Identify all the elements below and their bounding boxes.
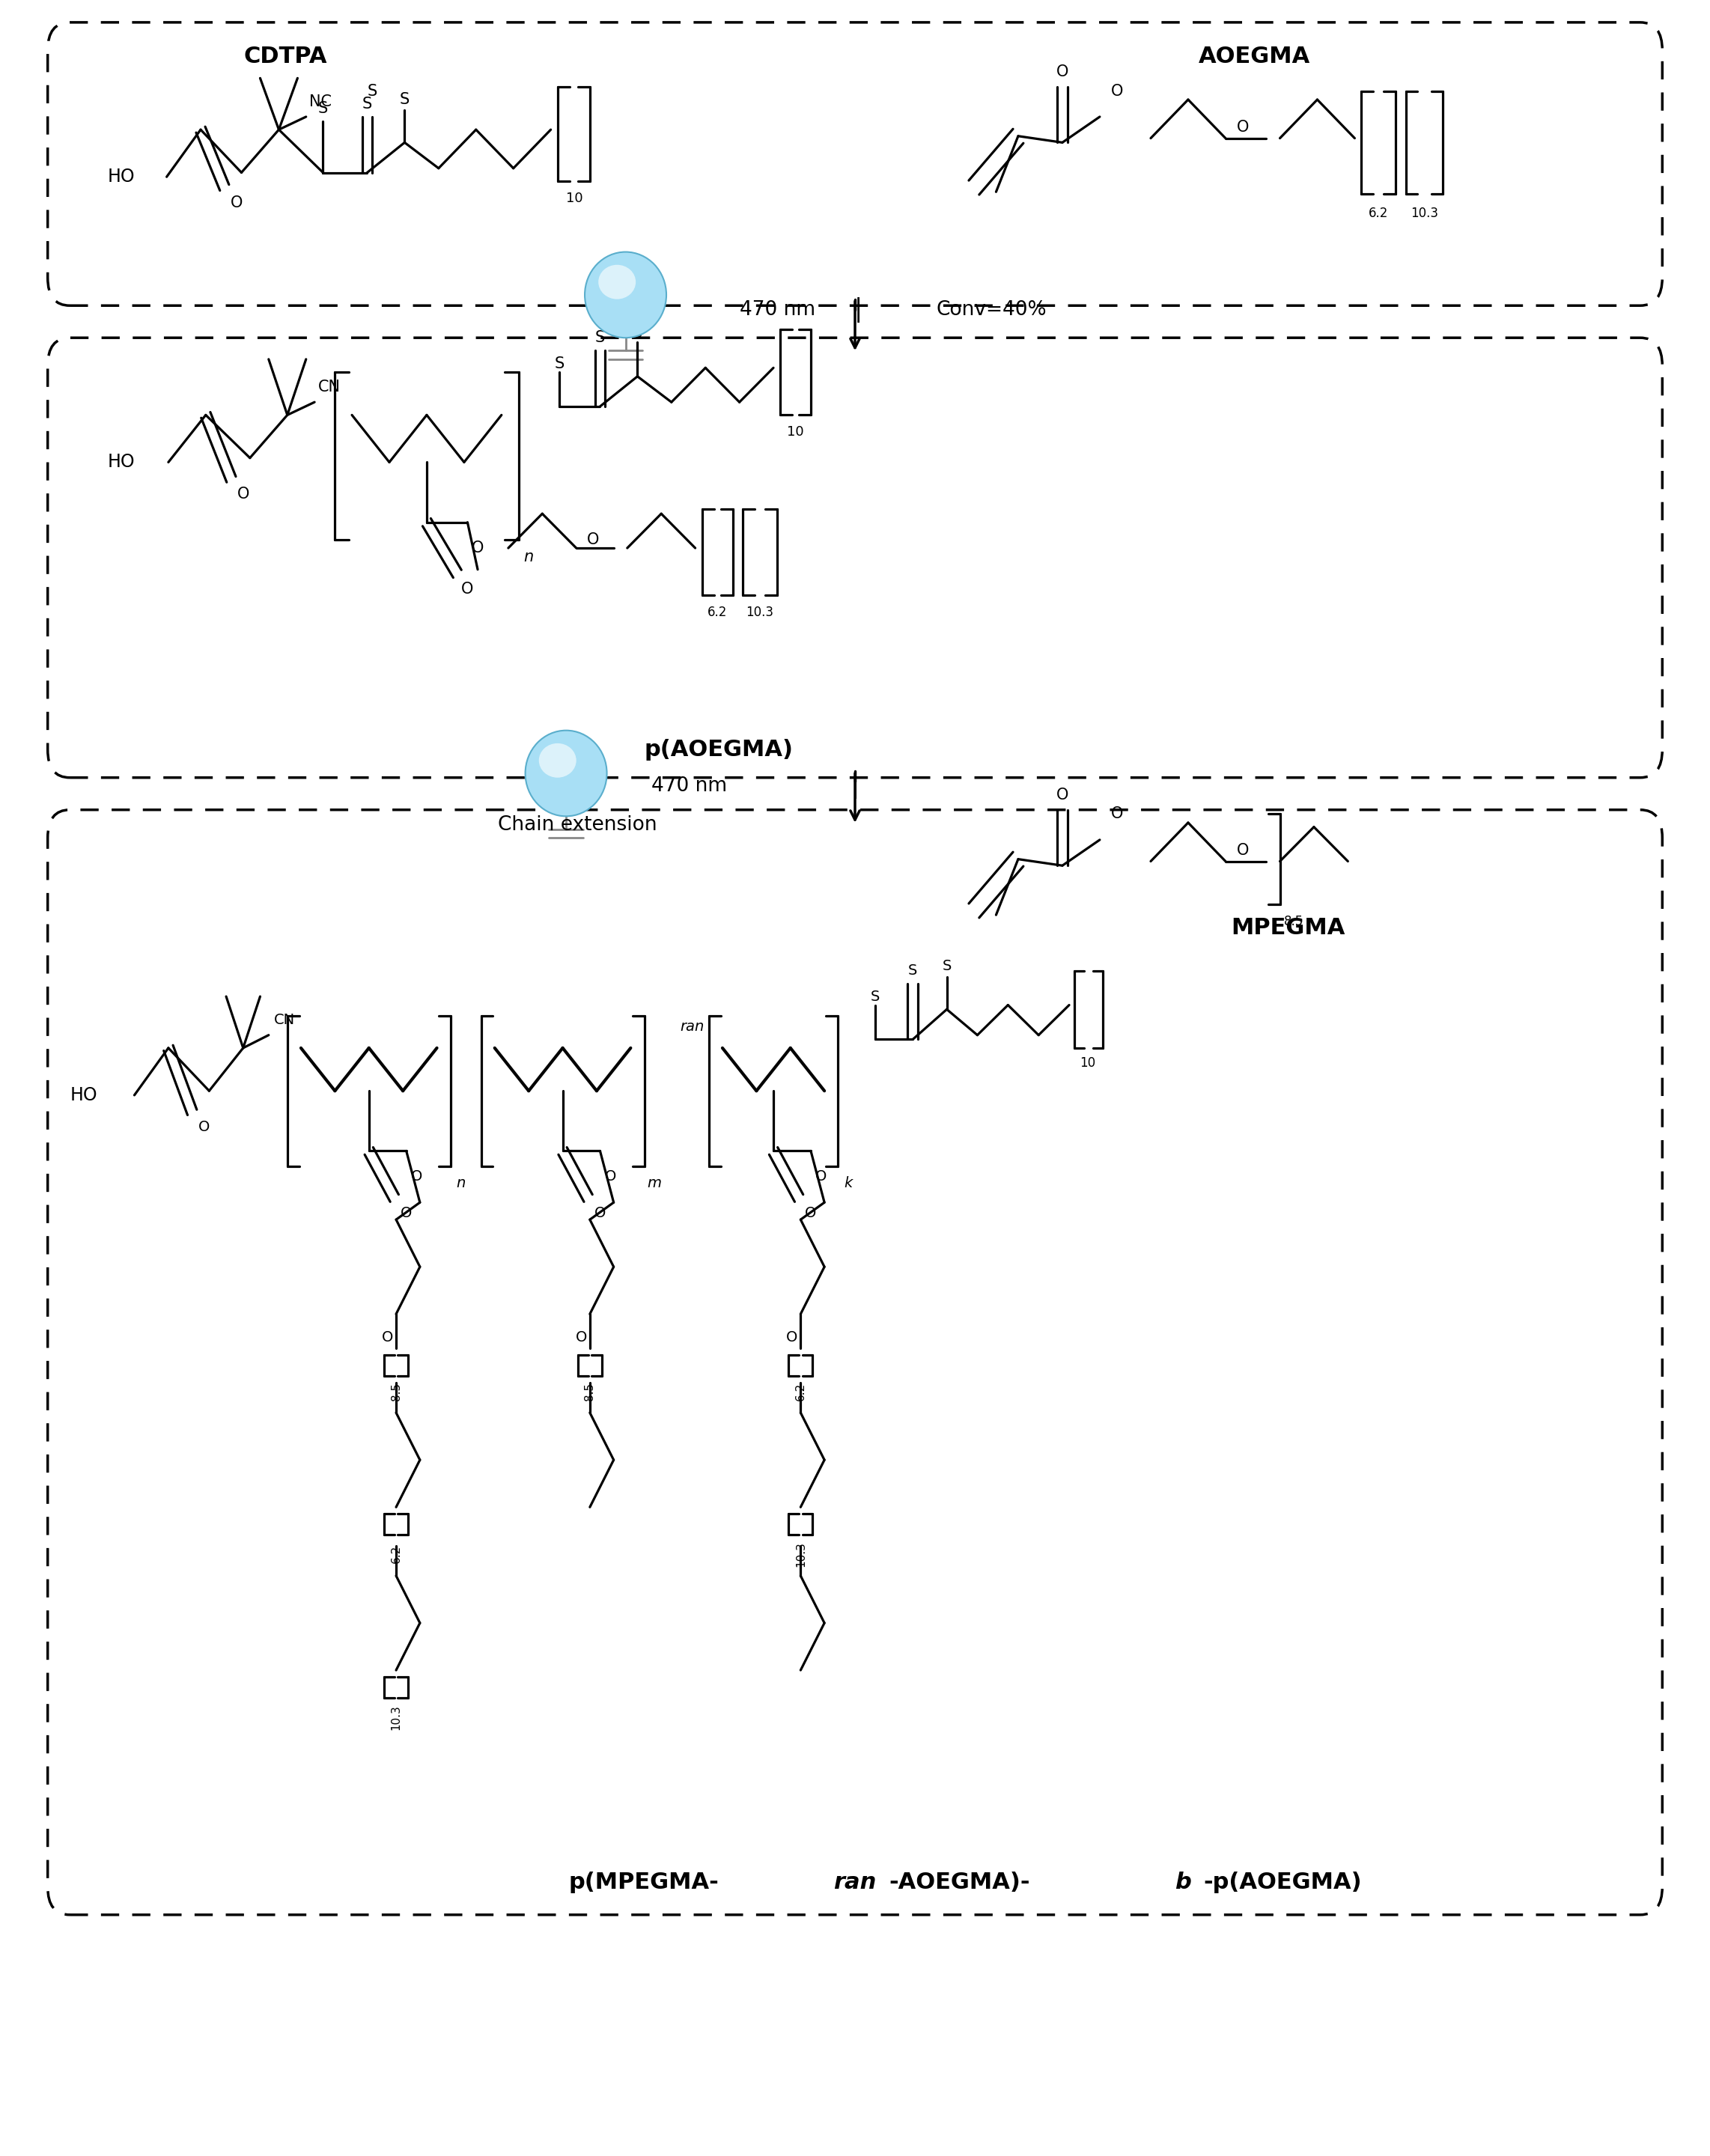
Text: b: b bbox=[1175, 1871, 1190, 1893]
Text: ran: ran bbox=[679, 1020, 705, 1033]
Text: n: n bbox=[523, 550, 534, 565]
Text: O: O bbox=[238, 487, 250, 502]
Text: Conv=40%: Conv=40% bbox=[937, 300, 1047, 319]
Text: S: S bbox=[368, 84, 378, 99]
Text: O: O bbox=[1057, 65, 1069, 80]
Text: O: O bbox=[462, 582, 474, 597]
Text: 470 nm: 470 nm bbox=[739, 300, 816, 319]
Text: O: O bbox=[787, 1330, 799, 1345]
Ellipse shape bbox=[598, 265, 636, 300]
Text: -AOEGMA)-: -AOEGMA)- bbox=[889, 1871, 1029, 1893]
Text: O: O bbox=[381, 1330, 393, 1345]
Text: O: O bbox=[587, 533, 600, 548]
Text: |: | bbox=[855, 298, 862, 323]
Text: HO: HO bbox=[108, 453, 135, 472]
Text: S: S bbox=[363, 97, 373, 112]
Text: O: O bbox=[1236, 121, 1248, 136]
Text: 470 nm: 470 nm bbox=[652, 776, 727, 796]
Text: 10.3: 10.3 bbox=[390, 1705, 402, 1729]
Text: 6.2: 6.2 bbox=[390, 1546, 402, 1563]
Text: O: O bbox=[576, 1330, 587, 1345]
Text: O: O bbox=[595, 1205, 605, 1220]
Ellipse shape bbox=[585, 252, 667, 338]
Text: 6.2: 6.2 bbox=[1368, 207, 1389, 220]
Text: O: O bbox=[805, 1205, 817, 1220]
Text: 6.2: 6.2 bbox=[708, 606, 727, 619]
Text: HO: HO bbox=[70, 1087, 97, 1104]
Text: -p(AOEGMA): -p(AOEGMA) bbox=[1204, 1871, 1361, 1893]
Text: O: O bbox=[472, 541, 484, 556]
Text: p(MPEGMA-: p(MPEGMA- bbox=[569, 1871, 718, 1893]
Ellipse shape bbox=[539, 744, 576, 778]
Text: S: S bbox=[633, 326, 643, 341]
Text: O: O bbox=[1110, 84, 1123, 99]
Text: 10.3: 10.3 bbox=[795, 1542, 805, 1567]
Ellipse shape bbox=[525, 731, 607, 817]
Text: S: S bbox=[318, 101, 328, 116]
Text: Chain extension: Chain extension bbox=[498, 815, 657, 834]
Text: CN: CN bbox=[318, 379, 340, 395]
Text: HO: HO bbox=[108, 168, 135, 185]
Text: S: S bbox=[908, 964, 918, 979]
Text: S: S bbox=[942, 959, 951, 975]
Text: MPEGMA: MPEGMA bbox=[1231, 916, 1346, 938]
Text: 8.5: 8.5 bbox=[585, 1382, 595, 1399]
Text: 10.3: 10.3 bbox=[746, 606, 773, 619]
Text: p(AOEGMA): p(AOEGMA) bbox=[645, 740, 793, 761]
Text: O: O bbox=[816, 1169, 826, 1184]
Text: k: k bbox=[845, 1175, 852, 1190]
Text: ran: ran bbox=[833, 1871, 877, 1893]
Text: O: O bbox=[1236, 843, 1248, 858]
Text: S: S bbox=[554, 356, 564, 371]
Text: S: S bbox=[870, 990, 881, 1003]
Text: NC: NC bbox=[310, 95, 332, 110]
Text: m: m bbox=[648, 1175, 662, 1190]
Text: S: S bbox=[400, 93, 410, 108]
Text: 8.5: 8.5 bbox=[1284, 914, 1303, 927]
Text: O: O bbox=[1110, 806, 1123, 821]
Text: CDTPA: CDTPA bbox=[245, 45, 327, 67]
Text: 10: 10 bbox=[566, 192, 583, 205]
Text: O: O bbox=[605, 1169, 616, 1184]
Text: 10: 10 bbox=[1081, 1056, 1096, 1069]
Text: O: O bbox=[231, 194, 243, 209]
Text: n: n bbox=[457, 1175, 465, 1190]
Text: 6.2: 6.2 bbox=[795, 1382, 805, 1401]
Text: |: | bbox=[852, 774, 858, 800]
Text: 10.3: 10.3 bbox=[1411, 207, 1438, 220]
Text: 10: 10 bbox=[787, 425, 804, 440]
Text: O: O bbox=[410, 1169, 422, 1184]
Text: O: O bbox=[198, 1121, 210, 1134]
Text: AOEGMA: AOEGMA bbox=[1199, 45, 1310, 67]
Text: 8.5: 8.5 bbox=[390, 1382, 402, 1399]
Text: CN: CN bbox=[274, 1013, 294, 1026]
Text: O: O bbox=[1057, 787, 1069, 802]
Text: S: S bbox=[595, 330, 605, 345]
Text: O: O bbox=[400, 1205, 412, 1220]
